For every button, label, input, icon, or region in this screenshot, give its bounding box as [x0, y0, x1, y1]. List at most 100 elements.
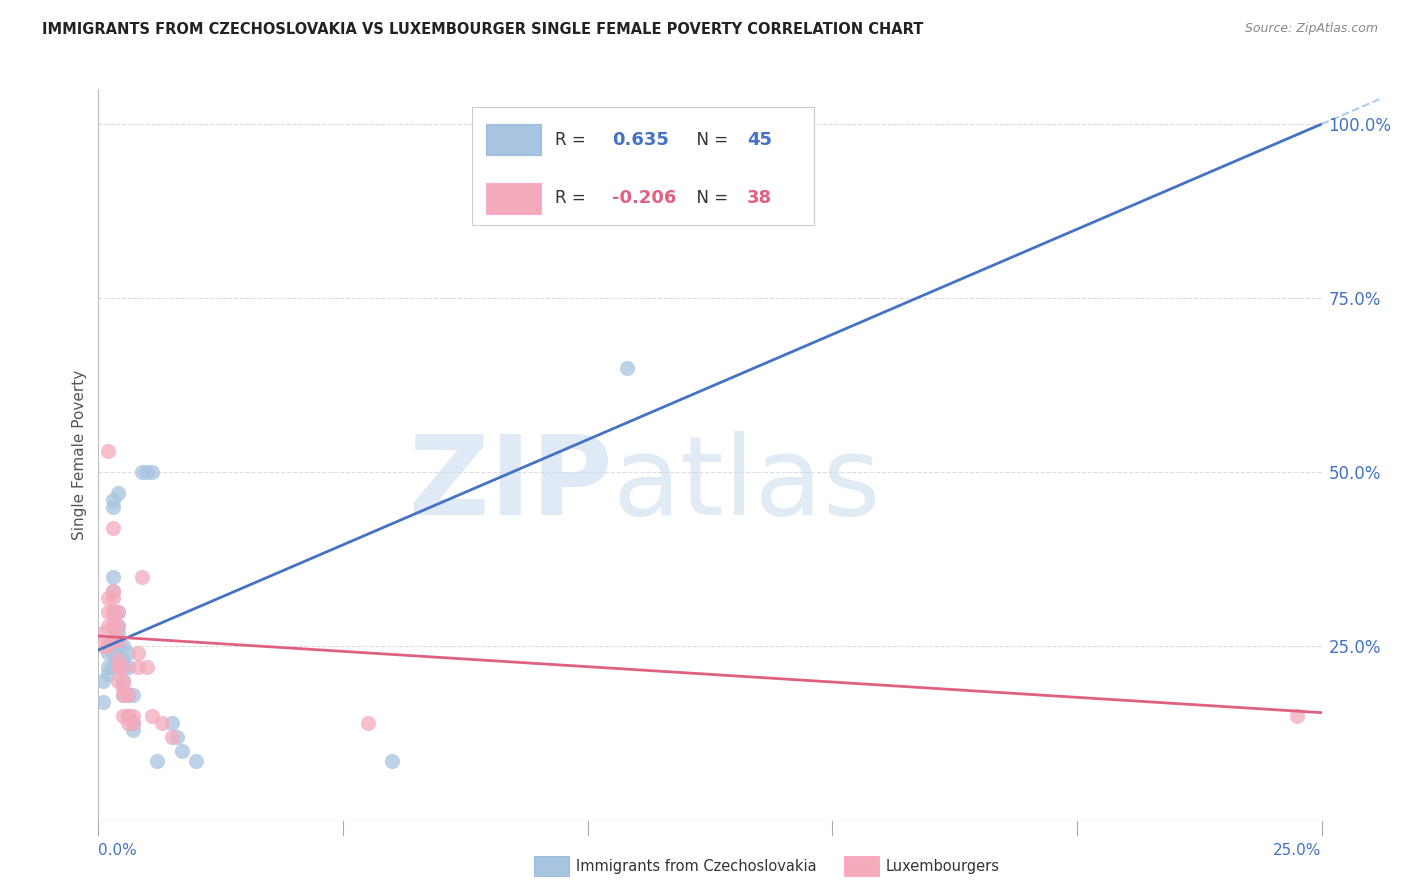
- Point: [117, 647, 139, 661]
- Point: [107, 674, 129, 689]
- Point: [107, 632, 129, 647]
- Text: 38: 38: [747, 189, 772, 207]
- Point: [101, 632, 124, 647]
- Point: [91, 695, 114, 709]
- Point: [101, 605, 124, 619]
- FancyBboxPatch shape: [471, 108, 814, 225]
- Text: N =: N =: [686, 189, 733, 207]
- Text: R =: R =: [555, 130, 591, 149]
- Point: [107, 640, 129, 654]
- Point: [117, 709, 139, 723]
- Point: [107, 632, 129, 647]
- Point: [107, 653, 129, 667]
- FancyBboxPatch shape: [486, 183, 541, 213]
- Point: [91, 640, 114, 654]
- Point: [111, 653, 134, 667]
- Point: [97, 591, 120, 605]
- Point: [117, 688, 139, 702]
- Point: [117, 660, 139, 674]
- Text: R =: R =: [555, 189, 591, 207]
- Point: [117, 688, 139, 702]
- Point: [146, 755, 169, 769]
- Point: [91, 625, 114, 640]
- Y-axis label: Single Female Poverty: Single Female Poverty: [72, 370, 87, 540]
- Text: IMMIGRANTS FROM CZECHOSLOVAKIA VS LUXEMBOURGER SINGLE FEMALE POVERTY CORRELATION: IMMIGRANTS FROM CZECHOSLOVAKIA VS LUXEMB…: [42, 22, 924, 37]
- Point: [127, 647, 149, 661]
- FancyBboxPatch shape: [486, 124, 541, 155]
- Point: [111, 674, 134, 689]
- Point: [107, 486, 129, 500]
- Point: [121, 716, 143, 731]
- Text: ZIP: ZIP: [409, 431, 612, 538]
- Point: [101, 493, 124, 508]
- Point: [107, 605, 129, 619]
- Point: [97, 667, 120, 681]
- Text: 45: 45: [747, 130, 772, 149]
- Point: [136, 466, 159, 480]
- Point: [101, 521, 124, 535]
- Point: [101, 647, 124, 661]
- Point: [97, 640, 120, 654]
- Point: [131, 570, 153, 584]
- Point: [111, 674, 134, 689]
- Point: [121, 688, 143, 702]
- Point: [111, 688, 134, 702]
- Point: [150, 716, 173, 731]
- Point: [107, 618, 129, 632]
- Point: [127, 660, 149, 674]
- Point: [141, 709, 163, 723]
- Point: [356, 716, 378, 731]
- Point: [107, 625, 129, 640]
- Point: [91, 674, 114, 689]
- Point: [111, 660, 134, 674]
- Text: Immigrants from Czechoslovakia: Immigrants from Czechoslovakia: [576, 859, 817, 873]
- Text: 25.0%: 25.0%: [1274, 843, 1322, 858]
- Point: [111, 681, 134, 696]
- Point: [160, 716, 183, 731]
- Point: [170, 744, 193, 758]
- Point: [107, 618, 129, 632]
- Point: [97, 605, 120, 619]
- Point: [101, 632, 124, 647]
- Point: [107, 653, 129, 667]
- Point: [97, 444, 120, 458]
- Point: [101, 618, 124, 632]
- Point: [136, 660, 159, 674]
- Point: [1286, 709, 1309, 723]
- Point: [97, 660, 120, 674]
- Point: [107, 660, 129, 674]
- Point: [117, 716, 139, 731]
- Point: [111, 660, 134, 674]
- Point: [101, 618, 124, 632]
- Point: [101, 591, 124, 605]
- Point: [111, 640, 134, 654]
- Point: [97, 647, 120, 661]
- Point: [121, 723, 143, 737]
- Point: [381, 755, 404, 769]
- Text: N =: N =: [686, 130, 733, 149]
- Point: [97, 618, 120, 632]
- Point: [131, 466, 153, 480]
- Text: 0.635: 0.635: [612, 130, 669, 149]
- Point: [111, 709, 134, 723]
- Point: [101, 570, 124, 584]
- Point: [101, 660, 124, 674]
- Point: [101, 500, 124, 515]
- Point: [101, 583, 124, 598]
- Text: 0.0%: 0.0%: [98, 843, 138, 858]
- Text: -0.206: -0.206: [612, 189, 676, 207]
- Text: atlas: atlas: [612, 431, 880, 538]
- Point: [101, 605, 124, 619]
- Point: [111, 688, 134, 702]
- Point: [121, 709, 143, 723]
- Point: [141, 466, 163, 480]
- Point: [166, 730, 188, 744]
- Point: [107, 605, 129, 619]
- Text: Source: ZipAtlas.com: Source: ZipAtlas.com: [1244, 22, 1378, 36]
- Point: [101, 583, 124, 598]
- Point: [107, 660, 129, 674]
- Point: [97, 640, 120, 654]
- Point: [160, 730, 183, 744]
- Point: [616, 360, 638, 375]
- Point: [117, 709, 139, 723]
